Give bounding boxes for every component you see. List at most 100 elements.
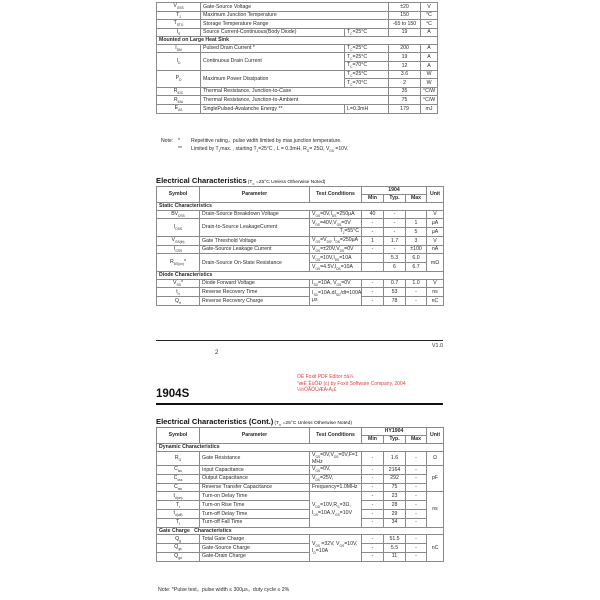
- table-cell: -: [361, 551, 384, 562]
- table-cell: 19: [388, 52, 422, 63]
- table-cell: 75: [388, 95, 422, 106]
- table-cell: -: [361, 227, 384, 237]
- table-cell: 292: [383, 473, 406, 484]
- table-cell: Reverse Transfer Capacitance: [199, 482, 310, 493]
- table-cell: °C/W: [420, 86, 439, 97]
- table-cell: μA: [426, 218, 444, 229]
- table-cell: -: [404, 551, 428, 562]
- electrical-characteristics-cont-heading: Electrical Characteristics (Cont.)(TC =2…: [156, 411, 352, 429]
- table-cell: -: [361, 517, 384, 528]
- table-cell: Diode Forward Voltage: [199, 278, 310, 289]
- table-cell: VDS =32V, VGS=10V, ID=10A: [309, 534, 362, 562]
- table-cell: Ciss: [156, 465, 200, 475]
- table-cell: TJ: [156, 10, 201, 21]
- table-cell: VGS=10V,IDS=10A: [309, 253, 362, 264]
- table-cell: -: [404, 542, 428, 553]
- table-cell: 6.7: [405, 262, 427, 273]
- table-cell: VGSS: [156, 2, 201, 12]
- table-cell: VDS=25V,: [309, 473, 362, 484]
- table-cell: -: [361, 482, 384, 493]
- table-cell: V: [426, 235, 444, 246]
- table-cell: 0.7: [383, 278, 406, 289]
- table-cell: 28: [383, 500, 406, 511]
- table-section-row: Mounted on Large Heat Sink: [155, 36, 439, 45]
- table-cell: 75: [383, 482, 406, 493]
- table-row: TJ Maximum Junction Temperature 150 °C: [156, 10, 439, 21]
- note-mark: *: [178, 138, 180, 144]
- table-cell: Gate-Source Voltage: [199, 2, 390, 12]
- table-cell: Pulsed Drain Current *: [200, 43, 345, 54]
- table-cell: -: [383, 244, 406, 255]
- data-table: Symbol Parameter Test Conditions HY1904 Unit…: [155, 427, 445, 562]
- table-cell: 5.5: [383, 542, 406, 553]
- table-row: ID Continuous Drain Current TC=25°C 19 A: [156, 52, 439, 71]
- table-cell: TC=70°C: [343, 78, 390, 88]
- section-title: Electrical Characteristics (Cont.): [156, 417, 274, 426]
- table-cell: Storage Temperature Range: [199, 19, 390, 29]
- section-subtitle: (TC =25°C Unless Otherwise Noted): [274, 421, 353, 427]
- watermark-line: °æÈ¨ËùÓÐ (c) by Foxit Software Company, …: [297, 380, 406, 387]
- table-cell: VGS=±20V,VDS=0V: [309, 244, 362, 255]
- data-table: VGSS Gate-Source Voltage ±20 V TJ Maximum Jun…: [155, 2, 439, 114]
- table-cell: 53: [383, 287, 406, 298]
- table-cell: 6.0: [405, 253, 427, 264]
- table-cell: -: [361, 244, 384, 255]
- table-cell: A: [420, 43, 439, 54]
- table-cell: μA: [426, 227, 444, 237]
- table-cell: 11: [383, 551, 406, 562]
- table-cell: A: [420, 61, 439, 71]
- table-cell: -: [361, 218, 384, 229]
- electrical-characteristics-cont-table: Symbol Parameter Test Conditions HY1904 Unit…: [155, 427, 445, 562]
- table-cell: 1: [405, 218, 427, 229]
- table-row: trr Reverse Recovery Time ISD=10A,dISD/dt=…: [156, 287, 444, 306]
- table-cell: VGS=0V,VDS=0V,F=1 MHz: [309, 450, 362, 467]
- table-row: Qgs Gate-Source Charge -5.5-: [156, 542, 444, 553]
- note-line: Note: * Repetitive rating，pulse width li…: [161, 138, 443, 146]
- table-cell: 2164: [383, 465, 406, 475]
- note-text: Repetitive rating，pulse width limited by…: [191, 138, 342, 144]
- table-cell: Gate Resistance: [199, 450, 310, 467]
- table-cell: ns: [426, 491, 445, 528]
- table-cell: 3.6: [388, 69, 422, 80]
- table-cell: 179: [388, 104, 422, 114]
- table-cell: -: [361, 473, 384, 484]
- table-cell: A: [420, 27, 439, 38]
- table-cell: IGSS: [156, 244, 200, 255]
- table-cell: 51.5: [383, 534, 406, 544]
- table-cell: RG: [156, 450, 200, 467]
- table-cell: -: [361, 534, 384, 544]
- table-cell: Gate-Drain Charge: [199, 551, 310, 562]
- table-cell: IDSS: [156, 218, 200, 237]
- table-row: Qgd Gate-Drain Charge -11-: [156, 551, 444, 562]
- table-cell: Parameter: [199, 427, 310, 444]
- table-section-row: Static Characteristics: [156, 202, 444, 211]
- table-cell: -: [361, 500, 384, 511]
- table-row: td(on) Turn-on Delay Time VDD=10V,RG=3Ω, ID…: [156, 491, 445, 528]
- table-cell: 78: [383, 296, 406, 306]
- table-cell: -: [361, 465, 384, 475]
- table-row: IDSS Drain-to-Source LeakageCurrent VDS=40…: [156, 218, 444, 237]
- table-cell: 150: [388, 10, 422, 21]
- table-cell: 12: [388, 61, 422, 71]
- table-cell: -: [404, 482, 428, 493]
- table-cell: TSTG: [156, 19, 201, 29]
- table-cell: -: [404, 517, 428, 528]
- table-cell: Thermal Resistance, Junction-to-Ambient: [199, 95, 390, 106]
- table-cell: VGS=VDS, IDS=250μA: [309, 235, 362, 246]
- table-row: IDM Pulsed Drain Current * TC=25°C 200 A: [156, 43, 439, 54]
- table-cell: Crss: [156, 482, 200, 493]
- table-cell: BVDSS: [156, 209, 200, 220]
- table-cell: -: [361, 491, 384, 502]
- table-cell: Min: [361, 194, 384, 203]
- table-cell: 3: [405, 235, 427, 246]
- table-cell: Diode Characteristics: [156, 271, 444, 280]
- table-row: RG Gate Resistance VGS=0V,VDS=0V,F=1 MHz -1.…: [156, 450, 445, 467]
- table-cell: Mounted on Large Heat Sink: [155, 36, 439, 45]
- table-cell: Coss: [156, 473, 200, 484]
- table-cell: VDS=40V,VGS=0V: [309, 218, 362, 229]
- table-cell: °C/W: [420, 95, 439, 106]
- table-cell: nA: [426, 244, 444, 255]
- table-cell: 1: [361, 235, 384, 246]
- table-cell: Gate-Source Leakage Current: [199, 244, 310, 255]
- table-section-row: Gate Charge Characteristics: [155, 526, 445, 536]
